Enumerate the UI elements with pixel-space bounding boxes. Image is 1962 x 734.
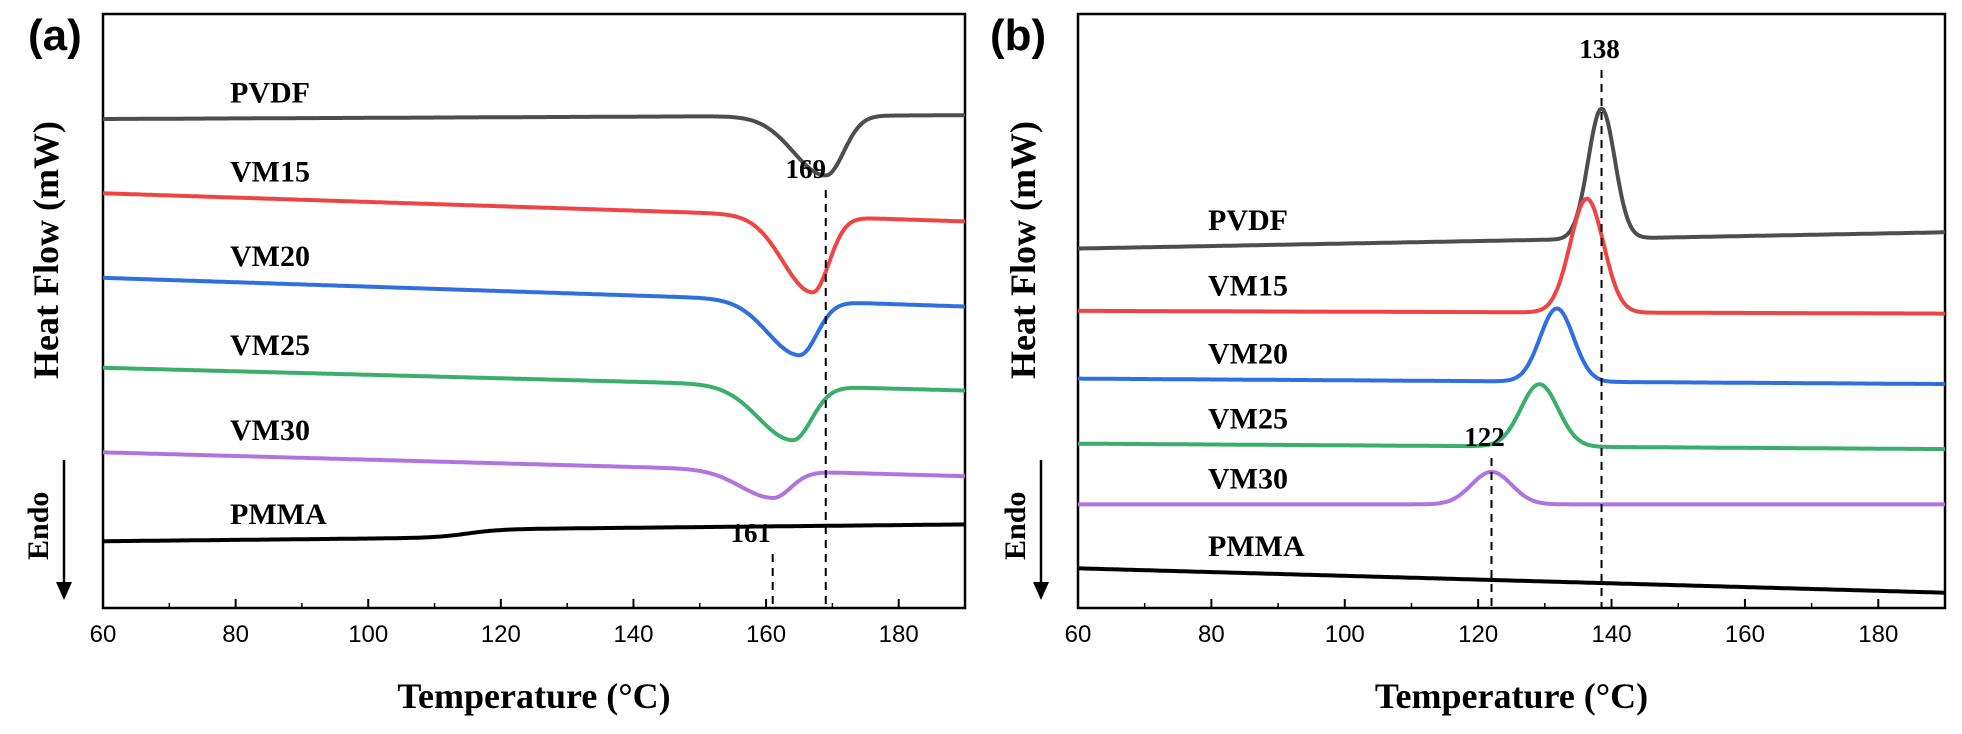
x-tick-label: 160 xyxy=(746,621,786,648)
x-tick-label: 80 xyxy=(1198,621,1225,648)
series-line-pvdf xyxy=(102,113,966,178)
x-tick-label: 140 xyxy=(613,621,653,648)
series-line-pmma xyxy=(102,522,966,544)
series-label-pmma: PMMA xyxy=(1208,530,1305,563)
x-tick-label: 140 xyxy=(1592,621,1632,648)
series-label-vm25: VM25 xyxy=(1208,402,1288,435)
x-tick-label: 100 xyxy=(348,621,388,648)
x-tick-label: 80 xyxy=(222,621,249,648)
x-axis-title: Temperature (°C) xyxy=(1375,676,1648,716)
series-line-vm25 xyxy=(102,365,966,443)
x-tick-label: 180 xyxy=(879,621,919,648)
series-label-vm15: VM15 xyxy=(1208,269,1288,302)
endo-label: Endo xyxy=(999,492,1032,560)
series-label-vm30: VM30 xyxy=(230,414,310,447)
x-tick-label: 60 xyxy=(1065,621,1092,648)
series-label-vm30: VM30 xyxy=(1208,462,1288,495)
panel-label: (b) xyxy=(990,11,1046,60)
series-line-pmma xyxy=(1077,566,1946,595)
series-label-pvdf: PVDF xyxy=(1208,204,1288,237)
series-line-vm25 xyxy=(1077,382,1946,452)
endo-arrow-head xyxy=(1033,582,1049,600)
annotation-label: 122 xyxy=(1464,422,1505,452)
series-line-vm15 xyxy=(102,191,966,295)
x-tick-label: 120 xyxy=(1458,621,1498,648)
series-label-vm25: VM25 xyxy=(230,329,310,362)
x-tick-label: 180 xyxy=(1858,621,1898,648)
series-label-pvdf: PVDF xyxy=(230,76,310,109)
x-tick-label: 60 xyxy=(90,621,117,648)
series-line-pvdf xyxy=(1077,106,1946,251)
annotation-label: 169 xyxy=(786,154,827,184)
x-axis-title: Temperature (°C) xyxy=(397,676,670,716)
series-line-vm30 xyxy=(1077,469,1946,507)
endo-label: Endo xyxy=(22,492,55,560)
panel-b: 60 80 100 120 140 160 180 Temperature (°C) Heat … xyxy=(990,11,1947,716)
series-line-vm20 xyxy=(1077,306,1946,386)
series-label-vm20: VM20 xyxy=(230,240,310,273)
endo-arrow-head xyxy=(56,582,72,600)
series-label-vm15: VM15 xyxy=(230,155,310,188)
series-line-vm15 xyxy=(1077,196,1946,316)
panel-a: 60 80 100 120 140 160 180 Temperature (°C) Heat … xyxy=(22,11,967,716)
annotation-label: 161 xyxy=(730,518,771,548)
y-axis-title: Heat Flow (mW) xyxy=(26,121,66,379)
series-line-vm20 xyxy=(102,275,966,358)
x-tick-label: 100 xyxy=(1325,621,1365,648)
x-tick-label: 120 xyxy=(481,621,521,648)
panel-label: (a) xyxy=(28,11,82,60)
series-line-vm30 xyxy=(102,450,966,500)
series-label-pmma: PMMA xyxy=(230,498,327,531)
plot-frame xyxy=(101,12,967,610)
series-label-vm20: VM20 xyxy=(1208,337,1288,370)
y-axis-title: Heat Flow (mW) xyxy=(1003,121,1043,379)
x-tick-label: 160 xyxy=(1725,621,1765,648)
annotation-label: 138 xyxy=(1579,34,1620,64)
